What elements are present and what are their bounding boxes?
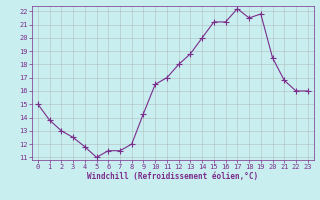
X-axis label: Windchill (Refroidissement éolien,°C): Windchill (Refroidissement éolien,°C) (87, 172, 258, 181)
